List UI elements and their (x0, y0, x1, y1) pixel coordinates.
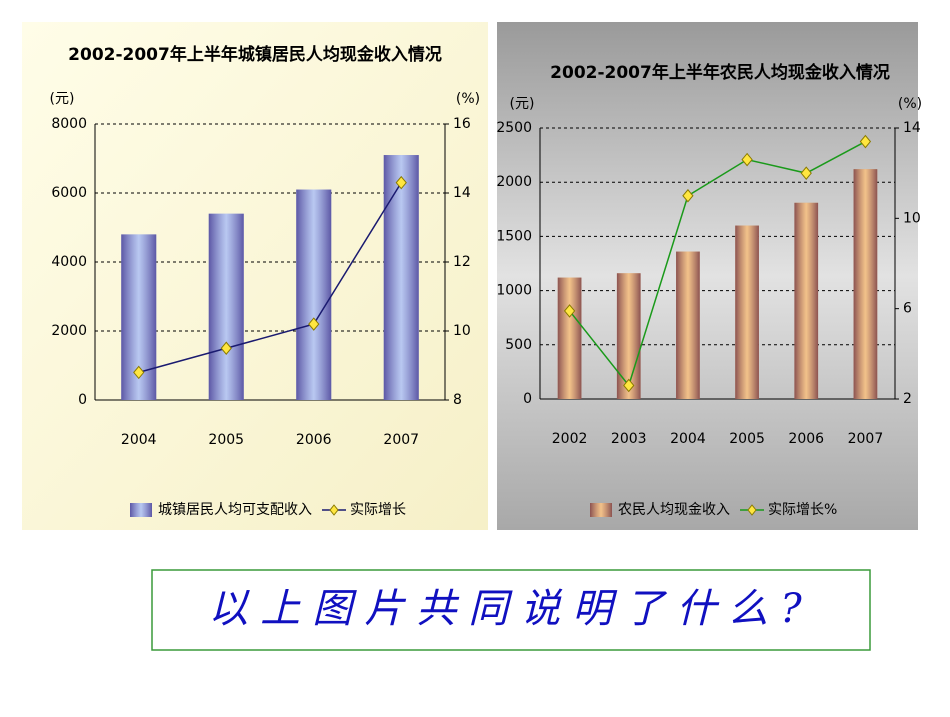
x-tick-label: 2004 (670, 431, 706, 447)
chart-panel (497, 22, 918, 530)
legend-swatch-shine (590, 503, 612, 517)
y-tick-label: 0 (523, 391, 532, 407)
y2-tick-label: 8 (453, 392, 462, 408)
y-axis-label: (元) (510, 96, 535, 112)
chart-title: 2002-2007年上半年城镇居民人均现金收入情况 (68, 44, 442, 65)
y-tick-label: 1000 (496, 283, 532, 299)
y2-tick-label: 12 (453, 254, 471, 270)
legend-swatch-shine (130, 503, 152, 517)
y-tick-label: 2000 (51, 323, 87, 339)
x-tick-label: 2002 (552, 431, 588, 447)
y-tick-label: 2500 (496, 120, 532, 136)
x-tick-label: 2005 (729, 431, 765, 447)
legend-label: 城镇居民人均可支配收入 (158, 502, 312, 518)
point (308, 317, 320, 331)
legend-marker (747, 504, 757, 516)
bar-shine (735, 225, 759, 399)
legend-label: 农民人均现金收入 (618, 502, 730, 518)
y-tick-label: 8000 (51, 116, 87, 132)
legend-marker (329, 504, 339, 516)
point (133, 365, 145, 380)
y2-tick-label: 6 (903, 301, 912, 317)
y2-tick-label: 2 (903, 391, 912, 407)
y2-axis-label: (%) (898, 96, 922, 112)
x-tick-label: 2004 (121, 432, 157, 448)
y-tick-label: 4000 (51, 254, 87, 270)
point (859, 134, 872, 149)
bar-shine (676, 251, 700, 399)
y2-tick-label: 14 (453, 185, 471, 201)
y2-axis-label: (%) (456, 91, 480, 107)
point (800, 166, 812, 180)
y-tick-label: 0 (78, 392, 87, 408)
line (568, 140, 866, 388)
point (741, 152, 753, 167)
bar-shine (794, 202, 819, 399)
y2-tick-label: 14 (903, 120, 921, 136)
y-tick-label: 1500 (496, 228, 532, 244)
point (220, 341, 232, 356)
x-tick-label: 2006 (296, 432, 332, 448)
x-tick-label: 2005 (208, 432, 244, 448)
bar-shine (853, 169, 878, 399)
point (623, 378, 635, 393)
y2-tick-label: 10 (903, 210, 921, 226)
point (682, 188, 694, 203)
x-tick-label: 2007 (383, 432, 419, 448)
y-tick-label: 2000 (496, 174, 532, 190)
bar-shine (557, 277, 582, 399)
line (138, 182, 402, 374)
point (563, 304, 576, 318)
bar-shine (296, 189, 332, 400)
y2-tick-label: 10 (453, 323, 471, 339)
legend-label: 实际增长 (350, 502, 406, 518)
y-axis-label: (元) (50, 91, 75, 107)
y-tick-label: 500 (505, 337, 532, 353)
x-tick-label: 2006 (788, 431, 824, 447)
point (395, 175, 407, 190)
x-tick-label: 2007 (848, 431, 884, 447)
caption-box (151, 569, 871, 651)
bar-shine (383, 155, 419, 400)
bar-shine (208, 213, 244, 400)
legend-label: 实际增长% (768, 502, 837, 518)
chart-title: 2002-2007年上半年农民人均现金收入情况 (550, 62, 890, 83)
y2-tick-label: 16 (453, 116, 471, 132)
y-tick-label: 6000 (51, 185, 87, 201)
x-tick-label: 2003 (611, 431, 647, 447)
caption: 以上图片共同说明了什么? (208, 586, 813, 632)
